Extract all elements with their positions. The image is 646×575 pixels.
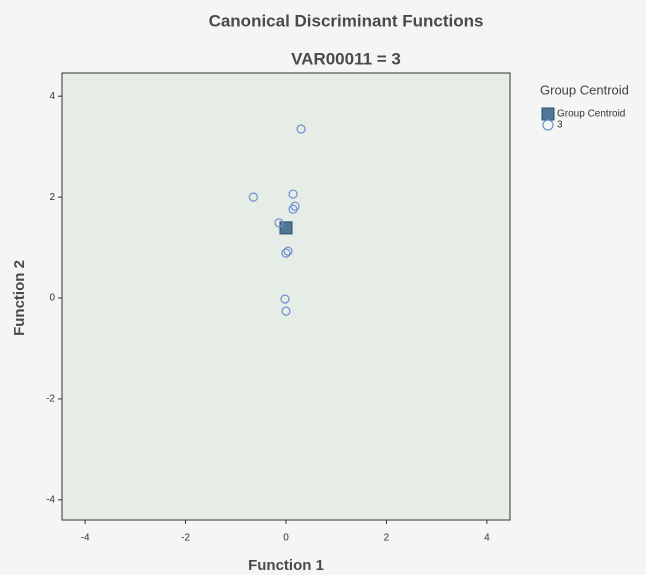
- y-tick-label: 4: [49, 91, 55, 102]
- legend-marker: [542, 108, 554, 120]
- chart-title: Canonical Discriminant Functions: [209, 11, 484, 30]
- y-axis-label: Function 2: [11, 260, 28, 336]
- x-tick-label: -4: [81, 533, 90, 544]
- data-point: [280, 222, 292, 234]
- plot-area: [62, 73, 510, 520]
- chart-subtitle: VAR00011 = 3: [291, 49, 401, 68]
- y-tick-label: -4: [46, 494, 55, 505]
- legend-label: Group Centroid: [557, 109, 625, 120]
- y-tick-label: 0: [49, 293, 55, 304]
- x-tick-label: 0: [283, 533, 289, 544]
- chart: Canonical Discriminant Functions VAR0001…: [0, 0, 646, 575]
- legend-title: Group Centroid: [540, 82, 629, 97]
- legend-marker: [543, 120, 553, 130]
- y-tick-label: -2: [46, 394, 55, 405]
- x-tick-label: 4: [484, 533, 490, 544]
- legend-label: 3: [557, 120, 563, 131]
- x-tick-label: -2: [181, 533, 190, 544]
- y-tick-label: 2: [49, 192, 55, 203]
- x-axis-label: Function 1: [248, 557, 324, 574]
- x-tick-label: 2: [384, 533, 390, 544]
